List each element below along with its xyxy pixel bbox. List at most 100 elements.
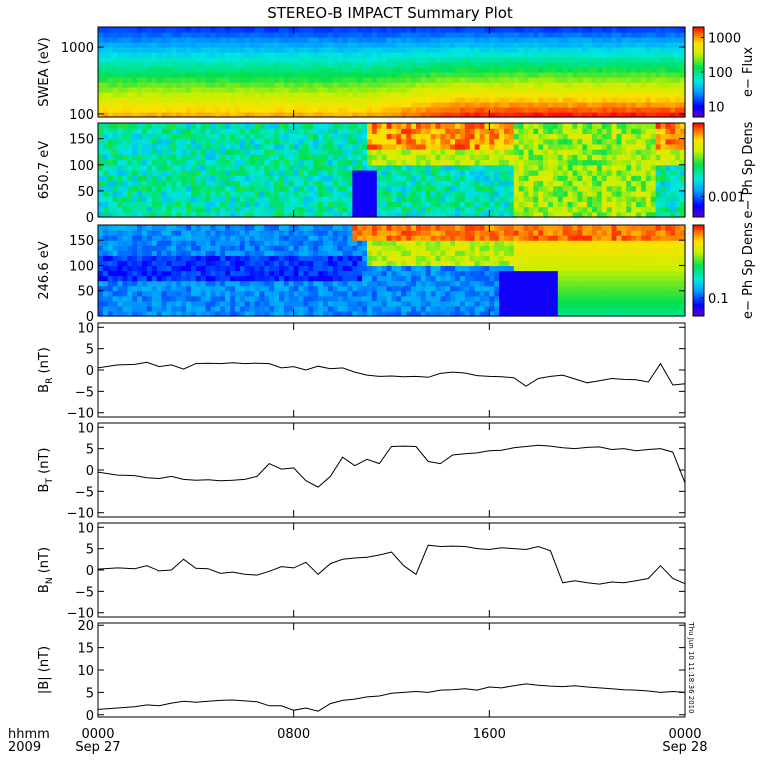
heatmap-cell <box>665 77 671 83</box>
heatmap-cell <box>631 154 637 161</box>
heatmap-cell <box>112 128 119 135</box>
heatmap-cell <box>122 235 128 241</box>
heatmap-cell <box>406 62 412 68</box>
heatmap-cell <box>176 154 182 161</box>
heatmap-cell <box>680 32 686 38</box>
heatmap-cell <box>225 300 231 307</box>
heatmap-cell <box>459 185 466 192</box>
heatmap-cell <box>479 211 486 218</box>
heatmap-cell <box>200 196 207 202</box>
heatmap-cell <box>327 87 334 93</box>
heatmap-cell <box>401 107 407 113</box>
heatmap-cell <box>572 175 578 182</box>
heatmap-cell <box>440 112 446 118</box>
heatmap-cell <box>543 77 549 83</box>
heatmap-cell <box>459 128 466 135</box>
heatmap-cell <box>181 211 187 218</box>
heatmap-cell <box>117 97 124 103</box>
heatmap-cell <box>288 175 295 182</box>
heatmap-cell <box>455 123 461 129</box>
heatmap-cell <box>670 138 676 145</box>
heatmap-cell <box>621 57 627 63</box>
heatmap-cell <box>401 196 407 202</box>
heatmap-cell <box>401 133 407 140</box>
heatmap-cell <box>386 67 393 73</box>
heatmap-cell <box>567 164 574 171</box>
colorbar <box>692 122 705 218</box>
heatmap-cell <box>234 27 241 33</box>
heatmap-cell <box>508 123 515 129</box>
heatmap-cell <box>552 123 559 129</box>
heatmap-cell <box>528 143 534 150</box>
heatmap-cell <box>381 175 388 182</box>
heatmap-cell <box>176 206 182 213</box>
heatmap-cell <box>572 62 578 68</box>
heatmap-cell <box>420 211 427 218</box>
heatmap-cell <box>381 154 388 161</box>
heatmap-cell <box>323 67 329 73</box>
heatmap-cell <box>636 67 642 73</box>
heatmap-cell <box>283 27 290 33</box>
heatmap-cell <box>308 154 314 161</box>
heatmap-cell <box>161 175 168 182</box>
heatmap-cell <box>592 190 598 197</box>
y-tick-label: 100 <box>69 108 94 123</box>
heatmap-cell <box>181 305 187 312</box>
heatmap-cell <box>381 102 388 108</box>
heatmap-cell <box>557 149 564 155</box>
heatmap-cell <box>616 206 623 213</box>
heatmap-cell <box>151 97 158 103</box>
heatmap-cell <box>210 159 216 166</box>
heatmap-cell <box>146 255 153 261</box>
heatmap-cell <box>190 196 197 202</box>
heatmap-cell <box>117 280 124 287</box>
heatmap-cell <box>621 52 627 58</box>
heatmap-cell <box>415 77 422 83</box>
heatmap-cell <box>415 175 422 182</box>
heatmap-cell <box>450 57 456 63</box>
heatmap-cell <box>112 275 119 282</box>
heatmap-cell <box>650 128 657 135</box>
heatmap-cell <box>303 149 309 155</box>
heatmap-cell <box>435 206 442 213</box>
heatmap-cell <box>107 57 114 63</box>
heatmap-cell <box>283 175 290 182</box>
heatmap-cell <box>430 206 437 213</box>
heatmap-cell <box>254 285 261 292</box>
heatmap-cell <box>146 47 153 53</box>
heatmap-cell <box>415 201 422 208</box>
heatmap-cell <box>137 280 143 287</box>
heatmap-cell <box>543 32 549 38</box>
heatmap-cell <box>420 92 427 98</box>
heatmap-cell <box>680 37 686 43</box>
heatmap-cell <box>102 107 109 113</box>
heatmap-cell <box>98 280 104 287</box>
heatmap-cell <box>464 97 471 103</box>
heatmap-cell <box>425 32 432 38</box>
heatmap-cell <box>435 87 442 93</box>
heatmap-cell <box>318 97 324 103</box>
heatmap-cell <box>215 240 221 246</box>
heatmap-cell <box>190 170 197 176</box>
heatmap-cell <box>592 82 598 88</box>
heatmap-cell <box>665 170 671 176</box>
heatmap-cell <box>406 52 412 58</box>
heatmap-cell <box>513 138 520 145</box>
heatmap-cell <box>230 190 236 197</box>
heatmap-cell <box>230 310 236 317</box>
heatmap-cell <box>420 97 427 103</box>
heatmap-cell <box>254 275 261 282</box>
heatmap-cell <box>142 47 148 53</box>
heatmap-cell <box>298 37 305 43</box>
heatmap-cell <box>142 97 148 103</box>
heatmap-cell <box>655 154 662 161</box>
heatmap-cell <box>523 123 530 129</box>
heatmap-cell <box>504 42 510 48</box>
heatmap-cell <box>161 82 168 88</box>
heatmap-cell <box>220 82 226 88</box>
heatmap-cell <box>215 87 221 93</box>
heatmap-cell <box>102 82 109 88</box>
heatmap-cell <box>244 138 251 145</box>
heatmap-cell <box>186 305 192 312</box>
heatmap-cell <box>665 143 671 150</box>
